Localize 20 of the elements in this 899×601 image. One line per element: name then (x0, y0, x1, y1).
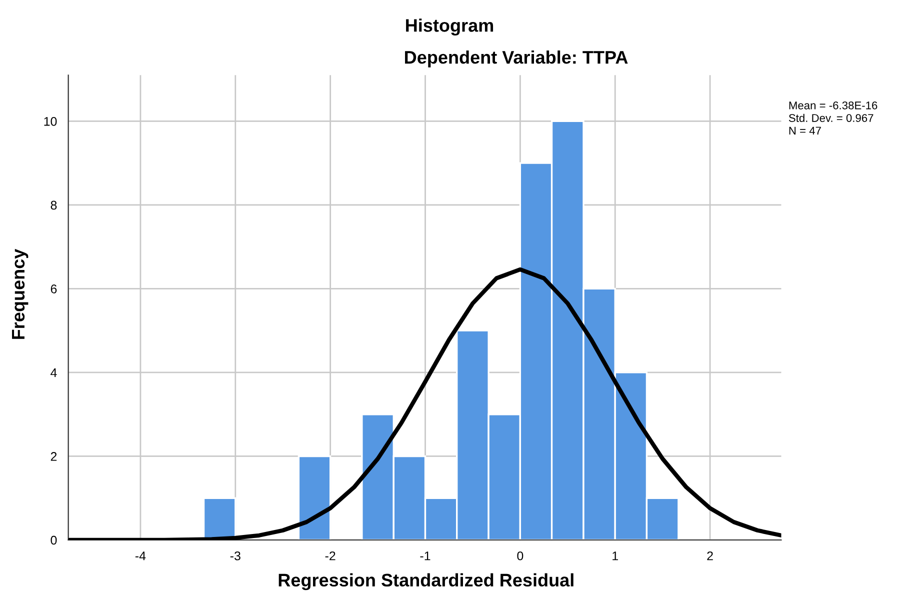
x-tick-label: -3 (230, 551, 240, 560)
y-tick-label: 2 (50, 452, 57, 461)
y-tick-label: 4 (50, 368, 57, 378)
x-tick-label: -1 (420, 552, 430, 560)
x-tick-label: 0 (517, 551, 524, 560)
text: Std. Dev. = 0.967 (788, 114, 874, 122)
x-tick-label: -4 (135, 552, 146, 560)
y-axis-title: Frequency (12, 248, 28, 339)
x-tick-label: 1 (612, 552, 618, 560)
y-tick-label: 6 (50, 284, 57, 294)
x-tick-label: 2 (707, 551, 713, 560)
x-axis-title: Regression Standardized Residual (278, 573, 574, 590)
y-tick-label: 10 (44, 116, 57, 126)
text: N = 47 (789, 126, 821, 134)
text: Mean = -6.38E-16 (789, 101, 878, 110)
x-tick-label: -2 (325, 551, 336, 560)
chart-subtitle: Dependent Variable: TTPA (405, 50, 628, 68)
chart-title: Histogram (406, 18, 494, 36)
y-tick-label: 8 (50, 200, 57, 210)
y-tick-label: 0 (50, 536, 57, 545)
